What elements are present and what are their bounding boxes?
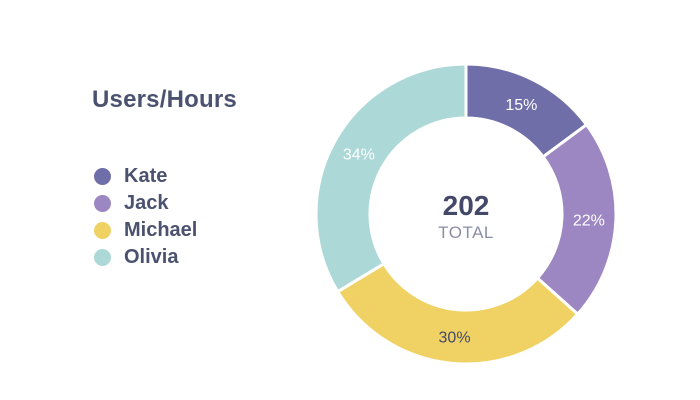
legend-label: Kate: [124, 165, 168, 187]
legend-dot-icon: [94, 249, 111, 266]
chart-title: Users/Hours: [92, 86, 237, 113]
donut-slice-michael[interactable]: [335, 261, 580, 366]
legend-item-kate[interactable]: Kate: [92, 163, 197, 190]
legend: Kate Jack Michael Olivia: [92, 163, 197, 271]
legend-label: Michael: [124, 219, 198, 241]
legend-label: Olivia: [124, 246, 179, 268]
slice-labels: 15% 22% 30% 34%: [343, 97, 605, 346]
legend-dot-icon: [94, 168, 111, 185]
slice-label-jack: 22%: [573, 213, 605, 230]
legend-dot-icon: [94, 222, 111, 239]
donut-slice-olivia[interactable]: [314, 62, 468, 294]
slice-label-michael: 30%: [439, 329, 471, 346]
legend-item-jack[interactable]: Jack: [92, 190, 197, 217]
legend-item-michael[interactable]: Michael: [92, 217, 197, 244]
slice-label-olivia: 34%: [343, 147, 375, 164]
slice-label-kate: 15%: [505, 97, 537, 114]
legend-label: Jack: [124, 192, 169, 214]
legend-item-olivia[interactable]: Olivia: [92, 244, 197, 271]
center-total-value: 202: [443, 190, 490, 221]
center-total-label: TOTAL: [438, 223, 494, 242]
legend-dot-icon: [94, 195, 111, 212]
donut-slices: [314, 62, 618, 366]
